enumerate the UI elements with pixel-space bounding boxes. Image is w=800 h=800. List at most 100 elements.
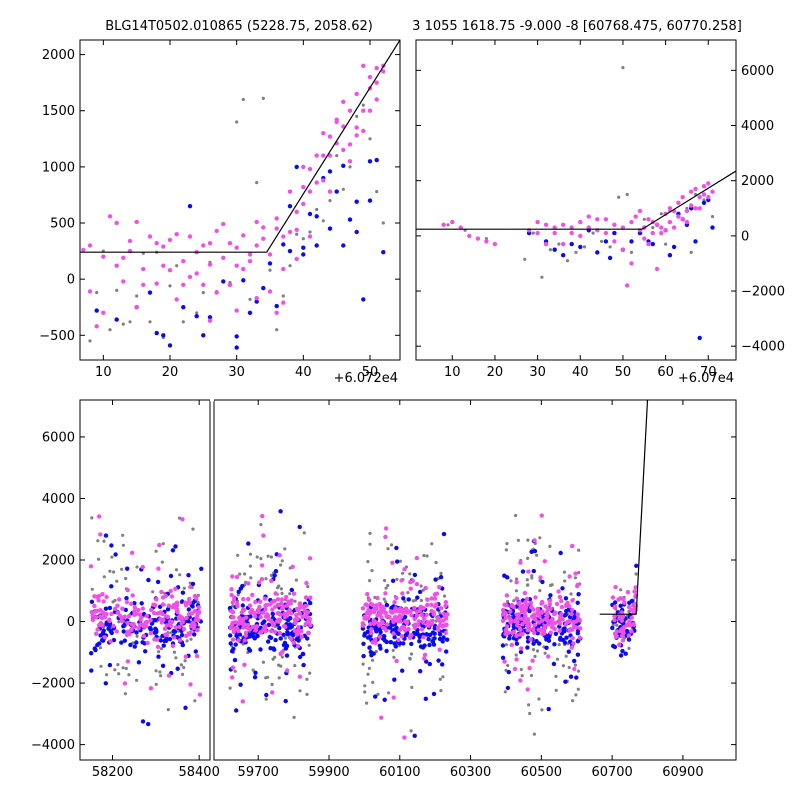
panel-bottom-point-blue [109, 584, 114, 589]
panel-bottom-point-blue [436, 658, 441, 663]
panel-bottom-point-magenta [516, 612, 521, 617]
panel-bottom-point-magenta [612, 613, 617, 619]
panel-bottom-point-gray [366, 672, 370, 676]
panel-bottom-point-magenta [426, 623, 431, 628]
panel-bottom-point-gray [261, 660, 265, 664]
panel-bottom-point-magenta [241, 625, 246, 630]
panel-bottom-point-gray [236, 593, 240, 597]
panel-bottom-point-blue [121, 629, 126, 634]
panel-bottom-point-magenta [253, 627, 259, 632]
panel-bottom-point-magenta [626, 633, 632, 638]
panel-bottom-point-blue [272, 647, 277, 652]
panel-bottom-point-magenta [559, 604, 565, 610]
panel-bottom-point-magenta [509, 630, 515, 635]
panel-bottom-point-magenta [613, 634, 619, 640]
panel-top-left-point-gray [341, 187, 345, 191]
panel-bottom-point-magenta [566, 604, 572, 609]
panel-bottom-point-magenta [284, 603, 289, 608]
panel-bottom-point-blue [401, 596, 406, 601]
panel-bottom-point-blue [546, 706, 551, 712]
panel-bottom-point-gray [615, 623, 619, 627]
panel-top-left-point-gray [288, 264, 292, 268]
panel-bottom-point-magenta [284, 594, 289, 600]
panel-bottom-point-magenta [297, 611, 302, 616]
panel-bottom-point-magenta [443, 603, 448, 608]
panel-bottom-point-magenta [257, 580, 262, 585]
panel-bottom-point-magenta [396, 637, 401, 643]
panel-bottom-point-gray [395, 577, 399, 581]
panel-bottom-point-magenta [421, 635, 426, 640]
panel-top-right-point-magenta [633, 214, 638, 219]
panel-bottom-point-magenta [104, 611, 109, 617]
panel-bottom-point-magenta [563, 622, 569, 627]
panel-bottom-point-magenta [538, 575, 543, 580]
panel-bottom-point-magenta [246, 596, 251, 602]
panel-top-left-point-magenta [207, 318, 213, 323]
panel-bottom-point-magenta [273, 604, 278, 609]
panel-bottom-point-gray [123, 692, 127, 696]
panel-top-right-point-gray [629, 250, 634, 254]
panel-bottom-point-magenta [522, 610, 527, 615]
panel-bottom-point-magenta [297, 674, 303, 679]
panel-bottom-point-magenta [377, 610, 382, 615]
panel-bottom-point-blue [412, 733, 417, 738]
panel-top-left-point-blue [367, 159, 373, 164]
panel-bottom-point-magenta [107, 617, 112, 622]
panel-top-left-point-blue [381, 250, 386, 255]
panel-bottom-point-blue [172, 629, 178, 634]
panel-bottom-point-magenta [125, 587, 130, 593]
panel-bottom-point-gray [419, 584, 423, 588]
panel-bottom-point-gray [564, 654, 568, 658]
panel-bottom-point-magenta [196, 609, 202, 614]
panel-top-left-point-gray [148, 320, 152, 324]
panel-top-left-point-magenta [381, 69, 386, 74]
panel-bottom-point-gray [179, 663, 183, 667]
panel-bottom-point-magenta [304, 614, 309, 620]
panel-bottom-point-gray [438, 677, 442, 681]
panel-bottom-ticks: 58200 58400 59700 59900 60100 60300 60500 60700… [31, 400, 736, 780]
panel-bottom-point-gray [102, 575, 106, 579]
panel-bottom-point-blue [384, 648, 389, 654]
panel-bottom-point-magenta [612, 605, 618, 610]
panel-top-left-point-magenta [234, 263, 239, 268]
panel-top-right-point-magenta [701, 192, 707, 197]
panel-bottom-point-blue [624, 628, 630, 634]
panel-bottom-point-blue [156, 654, 161, 659]
panel-bottom-point-magenta [97, 622, 102, 628]
panel-top-left-point-magenta [261, 225, 266, 230]
panel-bottom-point-magenta [524, 596, 530, 602]
panel-bottom-point-magenta [160, 602, 166, 607]
panel-bottom-point-gray [439, 689, 443, 693]
panel-top-left-point-magenta [234, 308, 239, 313]
panel-bottom-point-magenta [263, 607, 268, 612]
panel-top-left-point-blue [267, 261, 273, 266]
panel-bottom-point-magenta [554, 601, 560, 607]
panel-top-left-point-magenta [141, 266, 146, 272]
panel-bottom-point-gray [117, 672, 121, 676]
panel-top-right-ticks: 10 20 30 40 50 60 70 −4000 −2000 0 2000 4000 6000 [416, 40, 785, 380]
panel-bottom-point-magenta [303, 603, 308, 609]
panel-top-right-point-magenta [680, 217, 685, 222]
panel-top-left-point-magenta [181, 259, 186, 264]
panel-bottom-point-magenta [277, 553, 282, 558]
panel-top-right-point-magenta [467, 233, 472, 239]
panel-bottom-point-magenta [518, 560, 523, 565]
panel-bottom-point-blue [123, 607, 128, 613]
panel-bottom-point-blue [378, 630, 383, 635]
panel-bottom-point-blue [361, 641, 366, 646]
panel-top-left-point-blue [327, 169, 333, 174]
panel-top-right-point-gray [582, 245, 587, 249]
panel-bottom-point-gray [178, 573, 182, 577]
panel-top-right-x-offset: +6.07e4 [678, 371, 734, 386]
panel-top-left-point-magenta [87, 243, 93, 248]
panel-bottom-point-magenta [538, 627, 543, 633]
panel-bottom-point-gray [115, 579, 119, 583]
panel-bottom-point-magenta [104, 594, 109, 600]
panel-bottom-point-magenta [500, 618, 506, 623]
panel-top-left-y-tick-label: 1000 [42, 160, 75, 175]
panel-bottom-point-magenta [539, 513, 544, 518]
panel-bottom-point-magenta [264, 602, 269, 608]
panel-top-left-point-magenta [241, 233, 246, 238]
panel-top-left-point-magenta [347, 108, 353, 113]
